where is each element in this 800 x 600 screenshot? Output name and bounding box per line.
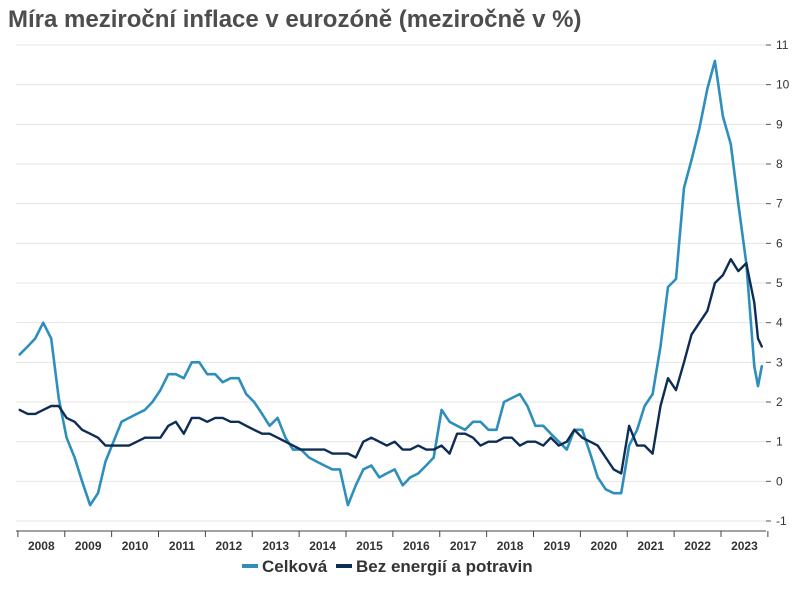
axis-labels: -1 0 1 2 3 4 5 6 7 8 9 10 11 2008 2009 2010 2011 2012 2013… [28,38,790,553]
y-tick-label: 8 [776,157,783,171]
series-line-2 [18,258,763,475]
grid-lines [16,44,771,522]
y-tick-label: 11 [776,38,789,52]
y-tick-label: 1 [776,435,783,449]
x-tick-label: 2019 [544,539,571,553]
y-tick-label: 6 [776,236,783,250]
y-tick-label: 5 [776,276,783,290]
x-tick-label: 2009 [75,539,102,553]
x-tick-label: 2017 [450,539,477,553]
x-axis [16,530,769,537]
x-tick-label: 2012 [215,539,242,553]
x-tick-label: 2015 [356,539,383,553]
legend: Celková Bez energií a potravin [242,557,533,576]
legend-label: Celková [262,557,328,576]
y-tick-label: 4 [776,316,783,330]
y-tick-label: 10 [776,78,790,92]
y-tick-label: 9 [776,117,783,131]
legend-label: Bez energií a potravin [356,557,533,576]
x-tick-label: 2014 [309,539,336,553]
x-tick-label: 2021 [637,539,664,553]
y-tick-label: 0 [776,474,783,488]
y-tick-label: 7 [776,197,783,211]
x-tick-label: 2011 [169,539,195,553]
series-lines [18,59,764,507]
series-line-1 [18,59,764,507]
y-tick-label: 3 [776,355,783,369]
x-tick-label: 2020 [590,539,617,553]
chart-title: Míra meziroční inflace v eurozóně (mezir… [8,6,582,33]
x-tick-label: 2013 [262,539,289,553]
x-tick-label: 2016 [403,539,430,553]
x-tick-label: 2018 [497,539,524,553]
x-tick-label: 2023 [731,539,758,553]
x-tick-label: 2008 [28,539,55,553]
y-tick-label: -1 [776,514,787,528]
y-tick-label: 2 [776,395,783,409]
x-tick-label: 2010 [122,539,149,553]
x-tick-label: 2022 [684,539,711,553]
